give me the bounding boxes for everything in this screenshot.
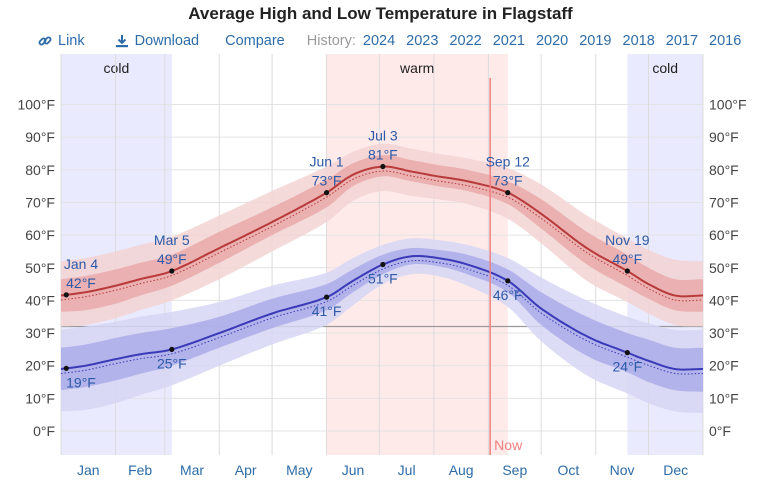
month-label: Sep [502, 462, 527, 478]
history-label: History: [306, 33, 356, 49]
download-button[interactable]: Download [115, 33, 200, 49]
month-label: Jun [342, 462, 365, 478]
season-label-warm: warm [399, 60, 434, 76]
y-tick-left: 100°F [17, 97, 55, 113]
link-icon [38, 36, 52, 46]
y-tick-right: 50°F [709, 260, 739, 276]
month-label: Mar [180, 462, 204, 478]
y-tick-left: 0°F [33, 423, 55, 439]
y-tick-right: 40°F [709, 292, 739, 308]
month-label: May [286, 462, 312, 478]
high-dotted-line [60, 170, 703, 302]
low-point [505, 278, 511, 284]
y-tick-right: 100°F [709, 97, 747, 113]
compare-button[interactable]: Compare [225, 33, 285, 49]
annotation-date: Jun 1 [309, 154, 343, 170]
chart-title: Average High and Low Temperature in Flag… [188, 4, 573, 23]
y-tick-right: 60°F [709, 227, 739, 243]
history-year-2022[interactable]: 2022 [449, 33, 482, 49]
season-label-cold: cold [652, 60, 678, 76]
annotation-date: Sep 12 [486, 154, 531, 170]
y-tick-left: 90°F [25, 129, 55, 145]
annotation-value: 46°F [493, 287, 523, 303]
history-year-2018[interactable]: 2018 [622, 33, 655, 49]
low-point [380, 261, 386, 268]
season-label-cold: cold [104, 60, 130, 76]
y-tick-right: 70°F [709, 194, 739, 210]
annotation-value: 42°F [66, 275, 96, 291]
y-tick-left: 20°F [25, 358, 55, 374]
y-tick-left: 70°F [25, 194, 55, 210]
annotation-value: 49°F [612, 251, 642, 267]
link-label: Link [58, 33, 85, 49]
month-label: Jul [398, 462, 416, 478]
y-tick-left: 30°F [25, 325, 55, 341]
low-band-inner [61, 247, 703, 392]
high-point [169, 268, 175, 274]
high-point [624, 268, 630, 274]
annotation-value: 25°F [157, 355, 187, 371]
annotation-date: Jan 4 [64, 256, 98, 272]
history-year-2017[interactable]: 2017 [665, 33, 699, 49]
y-tick-right: 10°F [709, 390, 739, 406]
history-year-2024[interactable]: 2024 [362, 33, 396, 49]
history-year-2021[interactable]: 2021 [492, 33, 525, 49]
low-point [323, 294, 330, 300]
chart-toolbar: Link Download Compare History: 2024 2023… [38, 31, 752, 51]
month-label: Apr [235, 462, 257, 478]
annotation-date: Jul 3 [368, 128, 398, 144]
annotation-value: 19°F [66, 374, 96, 390]
annotation-value: 41°F [312, 303, 342, 319]
y-tick-left: 40°F [25, 292, 55, 308]
month-label: Oct [558, 462, 580, 478]
low-point [63, 365, 69, 371]
y-tick-right: 30°F [709, 325, 739, 341]
high-point [380, 163, 386, 170]
annotation-value: 24°F [612, 359, 642, 375]
history-year-2016[interactable]: 2016 [709, 33, 742, 49]
y-tick-left: 10°F [25, 390, 55, 406]
y-tick-right: 90°F [709, 129, 739, 145]
history-year-2020[interactable]: 2020 [535, 33, 569, 49]
high-band-outer [61, 143, 703, 327]
annotation-value: 81°F [368, 147, 398, 163]
high-band-inner [61, 155, 703, 312]
annotation-date: Nov 19 [605, 232, 650, 248]
low-band-outer [61, 238, 703, 413]
low-point [624, 350, 630, 356]
month-label: Aug [449, 462, 474, 478]
y-tick-right: 0°F [709, 423, 731, 439]
link-button[interactable]: Link [38, 33, 85, 49]
month-label: Jan [77, 462, 100, 478]
y-tick-left: 50°F [25, 260, 55, 276]
high-point [63, 292, 69, 298]
annotation-value: 49°F [157, 251, 187, 267]
download-icon [115, 35, 128, 48]
history-year-2019[interactable]: 2019 [579, 33, 612, 49]
now-label: Now [494, 437, 523, 453]
month-label: Feb [128, 462, 152, 478]
low-dotted-line [60, 260, 703, 375]
month-label: Nov [610, 462, 635, 478]
low-point [169, 346, 175, 352]
annotation-date: Mar 5 [154, 232, 190, 248]
y-tick-right: 80°F [709, 162, 739, 178]
annotation-value: 51°F [368, 270, 398, 286]
month-label: Dec [663, 462, 688, 478]
y-tick-left: 80°F [25, 162, 55, 178]
y-tick-left: 60°F [25, 227, 55, 243]
high-point [323, 190, 330, 196]
annotation-value: 73°F [493, 173, 523, 189]
history-year-2023[interactable]: 2023 [406, 33, 439, 49]
annotation-value: 73°F [312, 173, 342, 189]
high-point [505, 190, 511, 196]
download-label: Download [134, 33, 200, 49]
y-tick-right: 20°F [709, 358, 739, 374]
